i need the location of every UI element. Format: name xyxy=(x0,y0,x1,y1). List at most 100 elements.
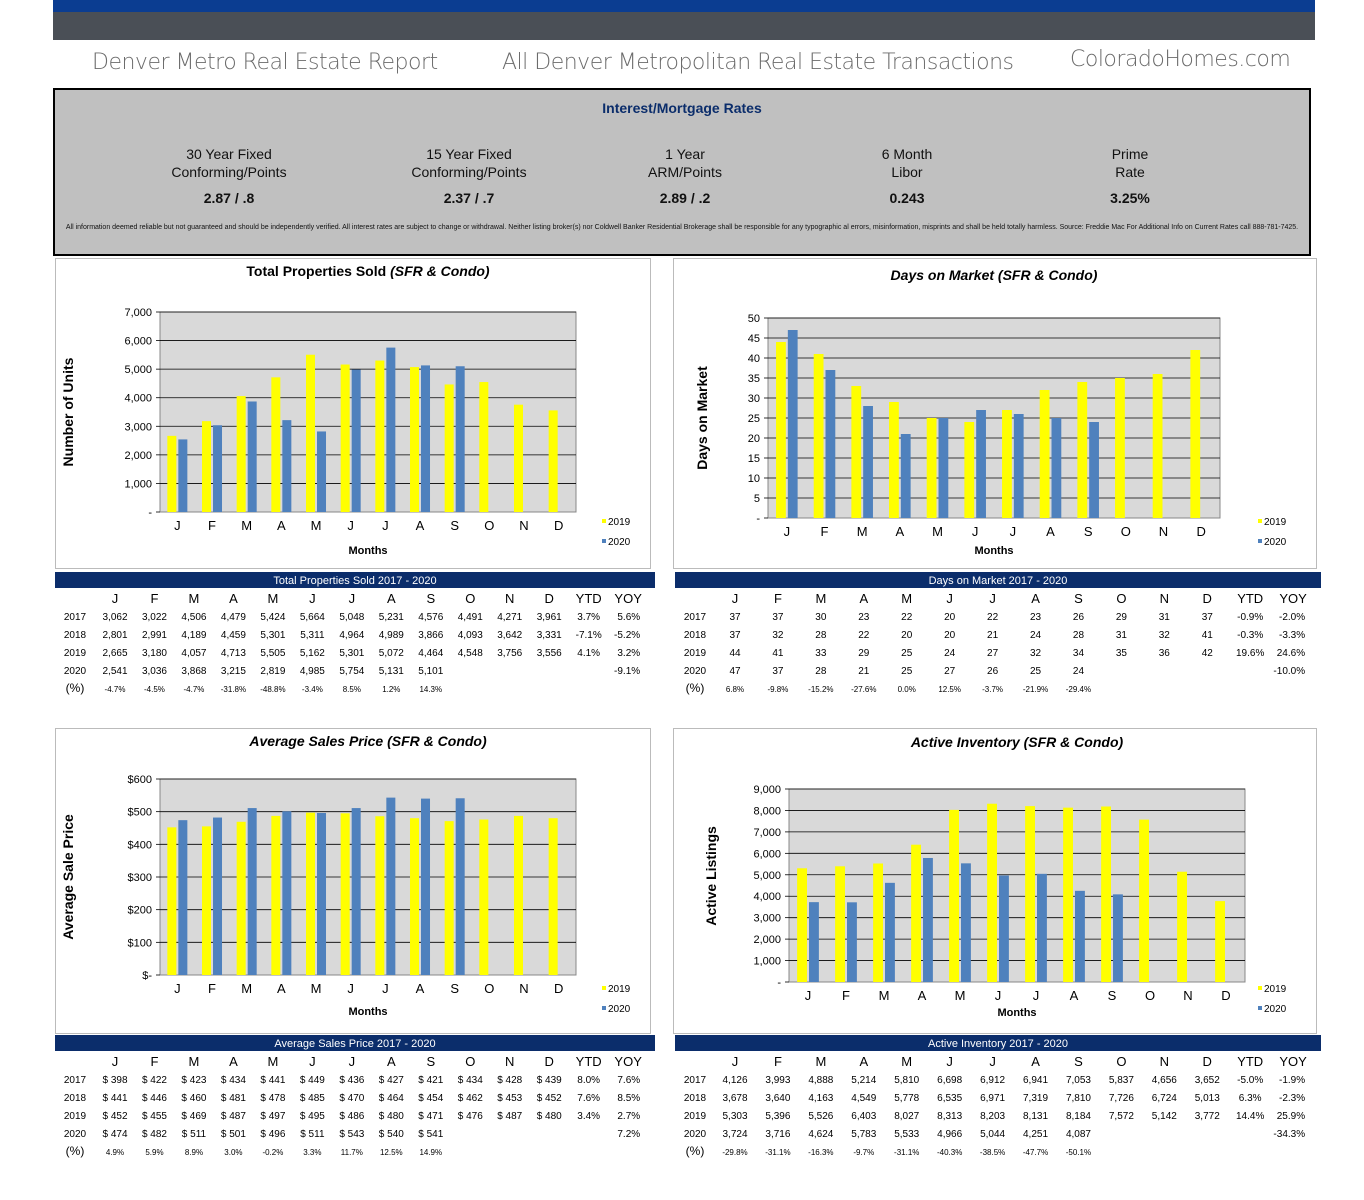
bar-2019-8 xyxy=(444,384,454,512)
table-row-label: 2019 xyxy=(684,648,707,659)
table-cell: 29 xyxy=(1116,612,1128,623)
table-row-label: 2017 xyxy=(684,1075,707,1086)
bar-2019-4 xyxy=(926,418,937,518)
table-col-header: A xyxy=(859,591,868,606)
rate-1yr-arm: 1 Year ARM/Points 2.89 / .2 xyxy=(575,145,795,207)
table-cell: 2,819 xyxy=(260,666,285,677)
table-caption-bar xyxy=(55,572,655,588)
table-cell: -38.5% xyxy=(980,1148,1005,1157)
table-cell: 6,698 xyxy=(937,1075,962,1086)
x-tick-label: J xyxy=(382,981,389,996)
bar-2020-8 xyxy=(1113,894,1123,982)
x-tick-label: J xyxy=(805,988,812,1003)
table-cell: $ 460 xyxy=(181,1093,206,1104)
table-cell: 33 xyxy=(815,648,827,659)
table-cell: 2,991 xyxy=(142,630,167,641)
table-row-label: 2018 xyxy=(64,630,87,641)
x-tick-label: J xyxy=(347,981,354,996)
rate-value: 2.37 / .7 xyxy=(443,190,495,206)
table-cell: 6.3% xyxy=(1239,1093,1262,1104)
table-col-header: F xyxy=(150,591,158,606)
table-row-label: (%) xyxy=(686,681,705,695)
bar-2020-4 xyxy=(317,812,327,975)
x-tick-label: J xyxy=(1010,524,1017,539)
table-cell: 25.9% xyxy=(1277,1111,1305,1122)
bar-2020-8 xyxy=(455,798,465,975)
table-col-header: N xyxy=(1160,591,1169,606)
table-caption: Days on Market 2017 - 2020 xyxy=(929,575,1068,587)
rates-title: Interest/Mortgage Rates xyxy=(602,100,762,116)
x-axis-label: Months xyxy=(974,545,1013,557)
x-tick-label: M xyxy=(311,981,322,996)
rate-label-1: 30 Year Fixed xyxy=(186,146,272,162)
table-cell: -0.2% xyxy=(262,1148,283,1157)
top-banner xyxy=(53,0,1315,40)
table-cell: $ 476 xyxy=(458,1111,483,1122)
x-tick-label: M xyxy=(879,988,890,1003)
table-col-header: J xyxy=(989,591,996,606)
table-cell: $ 462 xyxy=(458,1093,483,1104)
table-col-header: A xyxy=(387,1054,396,1069)
legend-label-2019: 2019 xyxy=(1264,984,1287,995)
table-col-header: D xyxy=(1203,1054,1212,1069)
table-cell: 5,810 xyxy=(894,1075,919,1086)
table-row-label: 2018 xyxy=(684,630,707,641)
table-row-label: 2017 xyxy=(684,612,707,623)
bar-2019-0 xyxy=(167,827,177,975)
table-cell: -4.7% xyxy=(105,685,126,694)
table-cell: 22 xyxy=(901,612,913,623)
table-cell: 5,837 xyxy=(1109,1075,1134,1086)
bar-2019-6 xyxy=(1025,806,1035,982)
table-cell: -29.8% xyxy=(722,1148,747,1157)
table-cell: -2.3% xyxy=(1279,1093,1305,1104)
legend-label-2019: 2019 xyxy=(608,517,631,528)
table-col-header: N xyxy=(505,591,514,606)
plot-area xyxy=(788,788,1246,983)
table-row-label: 2020 xyxy=(64,666,87,677)
table-cell: -3.4% xyxy=(302,685,323,694)
legend-swatch-2020 xyxy=(602,539,606,543)
rate-label-2: Conforming/Points xyxy=(171,164,287,180)
table-cell: $ 441 xyxy=(260,1075,285,1086)
table-cell: 4,189 xyxy=(181,630,206,641)
bar-2019-8 xyxy=(444,821,454,975)
y-tick-label: 40 xyxy=(748,353,760,365)
bar-2020-0 xyxy=(787,330,798,518)
rate-label-2: Conforming/Points xyxy=(411,164,527,180)
table-cell: $ 398 xyxy=(102,1075,127,1086)
table-cell: $ 464 xyxy=(379,1093,404,1104)
table-cell: 5,231 xyxy=(379,612,404,623)
x-tick-label: A xyxy=(277,981,286,996)
table-cell: 4,271 xyxy=(497,612,522,623)
table-cell: 5,424 xyxy=(260,612,285,623)
y-tick-label: 6,000 xyxy=(124,336,152,348)
table-cell: 4,459 xyxy=(221,630,246,641)
x-tick-label: O xyxy=(484,981,494,996)
bar-2019-8 xyxy=(1101,806,1111,982)
table-cell: 23 xyxy=(1030,612,1042,623)
table-cell: 8.0% xyxy=(577,1075,600,1086)
bar-2020-3 xyxy=(282,811,292,975)
bar-2019-9 xyxy=(1115,378,1125,518)
bar-2020-0 xyxy=(809,902,819,982)
bar-2019-6 xyxy=(375,816,385,975)
table-cell: $ 480 xyxy=(537,1111,562,1122)
table-col-header: M xyxy=(267,591,278,606)
table-cell: -31.1% xyxy=(765,1148,790,1157)
table-cell: 3,866 xyxy=(418,630,443,641)
table-cell: -50.1% xyxy=(1066,1148,1091,1157)
table-cell: 5,664 xyxy=(300,612,325,623)
y-tick-label: 9,000 xyxy=(753,784,781,796)
table-cell: 2,541 xyxy=(102,666,127,677)
y-tick-label: 4,000 xyxy=(753,891,781,903)
table-cell: 5,754 xyxy=(339,666,364,677)
table-cell: 3,678 xyxy=(722,1093,747,1104)
table-cell: 5,101 xyxy=(418,666,443,677)
bar-2020-4 xyxy=(938,418,949,518)
y-tick-label: 3,000 xyxy=(124,421,152,433)
table-cell: $ 478 xyxy=(260,1093,285,1104)
report-title: Denver Metro Real Estate Report xyxy=(92,50,438,75)
bar-2020-5 xyxy=(999,875,1009,982)
table-cell: 19.6% xyxy=(1236,648,1264,659)
y-tick-label: 4,000 xyxy=(124,393,152,405)
